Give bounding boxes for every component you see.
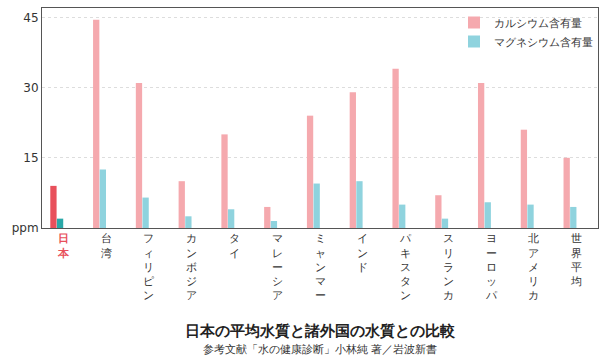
svg-text:台湾: 台湾 [101,232,112,259]
svg-text:マレーシア: マレーシア [272,232,283,302]
svg-text:45: 45 [23,11,38,25]
svg-text:カルシウム含有量: カルシウム含有量 [494,17,582,30]
svg-text:30: 30 [23,81,38,95]
svg-text:パキスタン: パキスタン [399,232,412,302]
svg-text:15: 15 [23,151,38,165]
svg-text:日本: 日本 [57,232,70,259]
svg-text:カンボジア: カンボジア [186,232,197,302]
svg-text:ミャンマー: ミャンマー [315,232,326,302]
svg-text:スリランカ: スリランカ [443,232,454,302]
svg-text:世界平均: 世界平均 [570,232,582,288]
svg-text:ヨーロッパ: ヨーロッパ [485,232,498,302]
svg-text:日本の平均水質と諸外国の水質との比較: 日本の平均水質と諸外国の水質との比較 [185,322,456,340]
svg-text:マグネシウム含有量: マグネシウム含有量 [494,36,593,49]
svg-text:インド: インド [357,232,368,274]
svg-text:北アメリカ: 北アメリカ [528,232,539,302]
svg-text:タイ: タイ [229,232,240,259]
svg-text:フィリピン: フィリピン [143,232,154,302]
svg-text:参考文献「水の健康診断」小林純 著／岩波新書: 参考文献「水の健康診断」小林純 著／岩波新書 [203,343,438,356]
svg-text:ppm: ppm [12,221,39,235]
